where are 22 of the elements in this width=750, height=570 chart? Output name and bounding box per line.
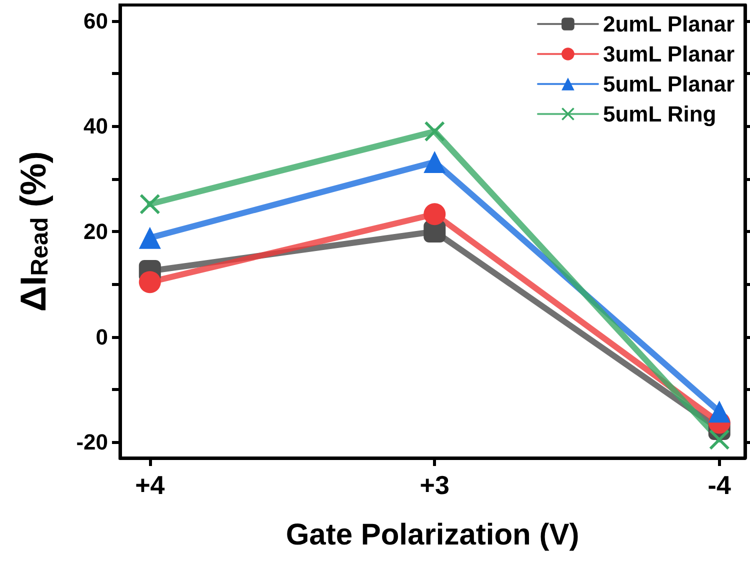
point — [424, 150, 446, 173]
y-tick-label: 0 — [96, 324, 108, 350]
legend-label: 2umL Planar — [602, 12, 736, 36]
legend-label: 5umL Planar — [602, 72, 736, 96]
legend-label: 5umL Ring — [602, 102, 716, 126]
point — [709, 430, 730, 450]
y-tick-label: -20 — [76, 430, 108, 455]
point — [424, 203, 446, 226]
x-tick-label: +3 — [420, 470, 450, 500]
point — [708, 400, 730, 423]
point — [424, 121, 445, 142]
point — [140, 194, 160, 214]
y-axis-title: ΔIRead (%) — [12, 151, 54, 312]
point — [138, 226, 161, 249]
legend-label: 3umL Planar — [602, 42, 736, 66]
y-tick-label: 60 — [84, 8, 108, 34]
y-tick-label: 40 — [84, 114, 108, 139]
point — [138, 271, 161, 294]
x-tick-label: +4 — [135, 470, 166, 500]
x-tick-label: -4 — [708, 470, 732, 500]
x-axis-title: Gate Polarization (V) — [286, 518, 580, 552]
y-tick-label: 20 — [84, 219, 108, 244]
